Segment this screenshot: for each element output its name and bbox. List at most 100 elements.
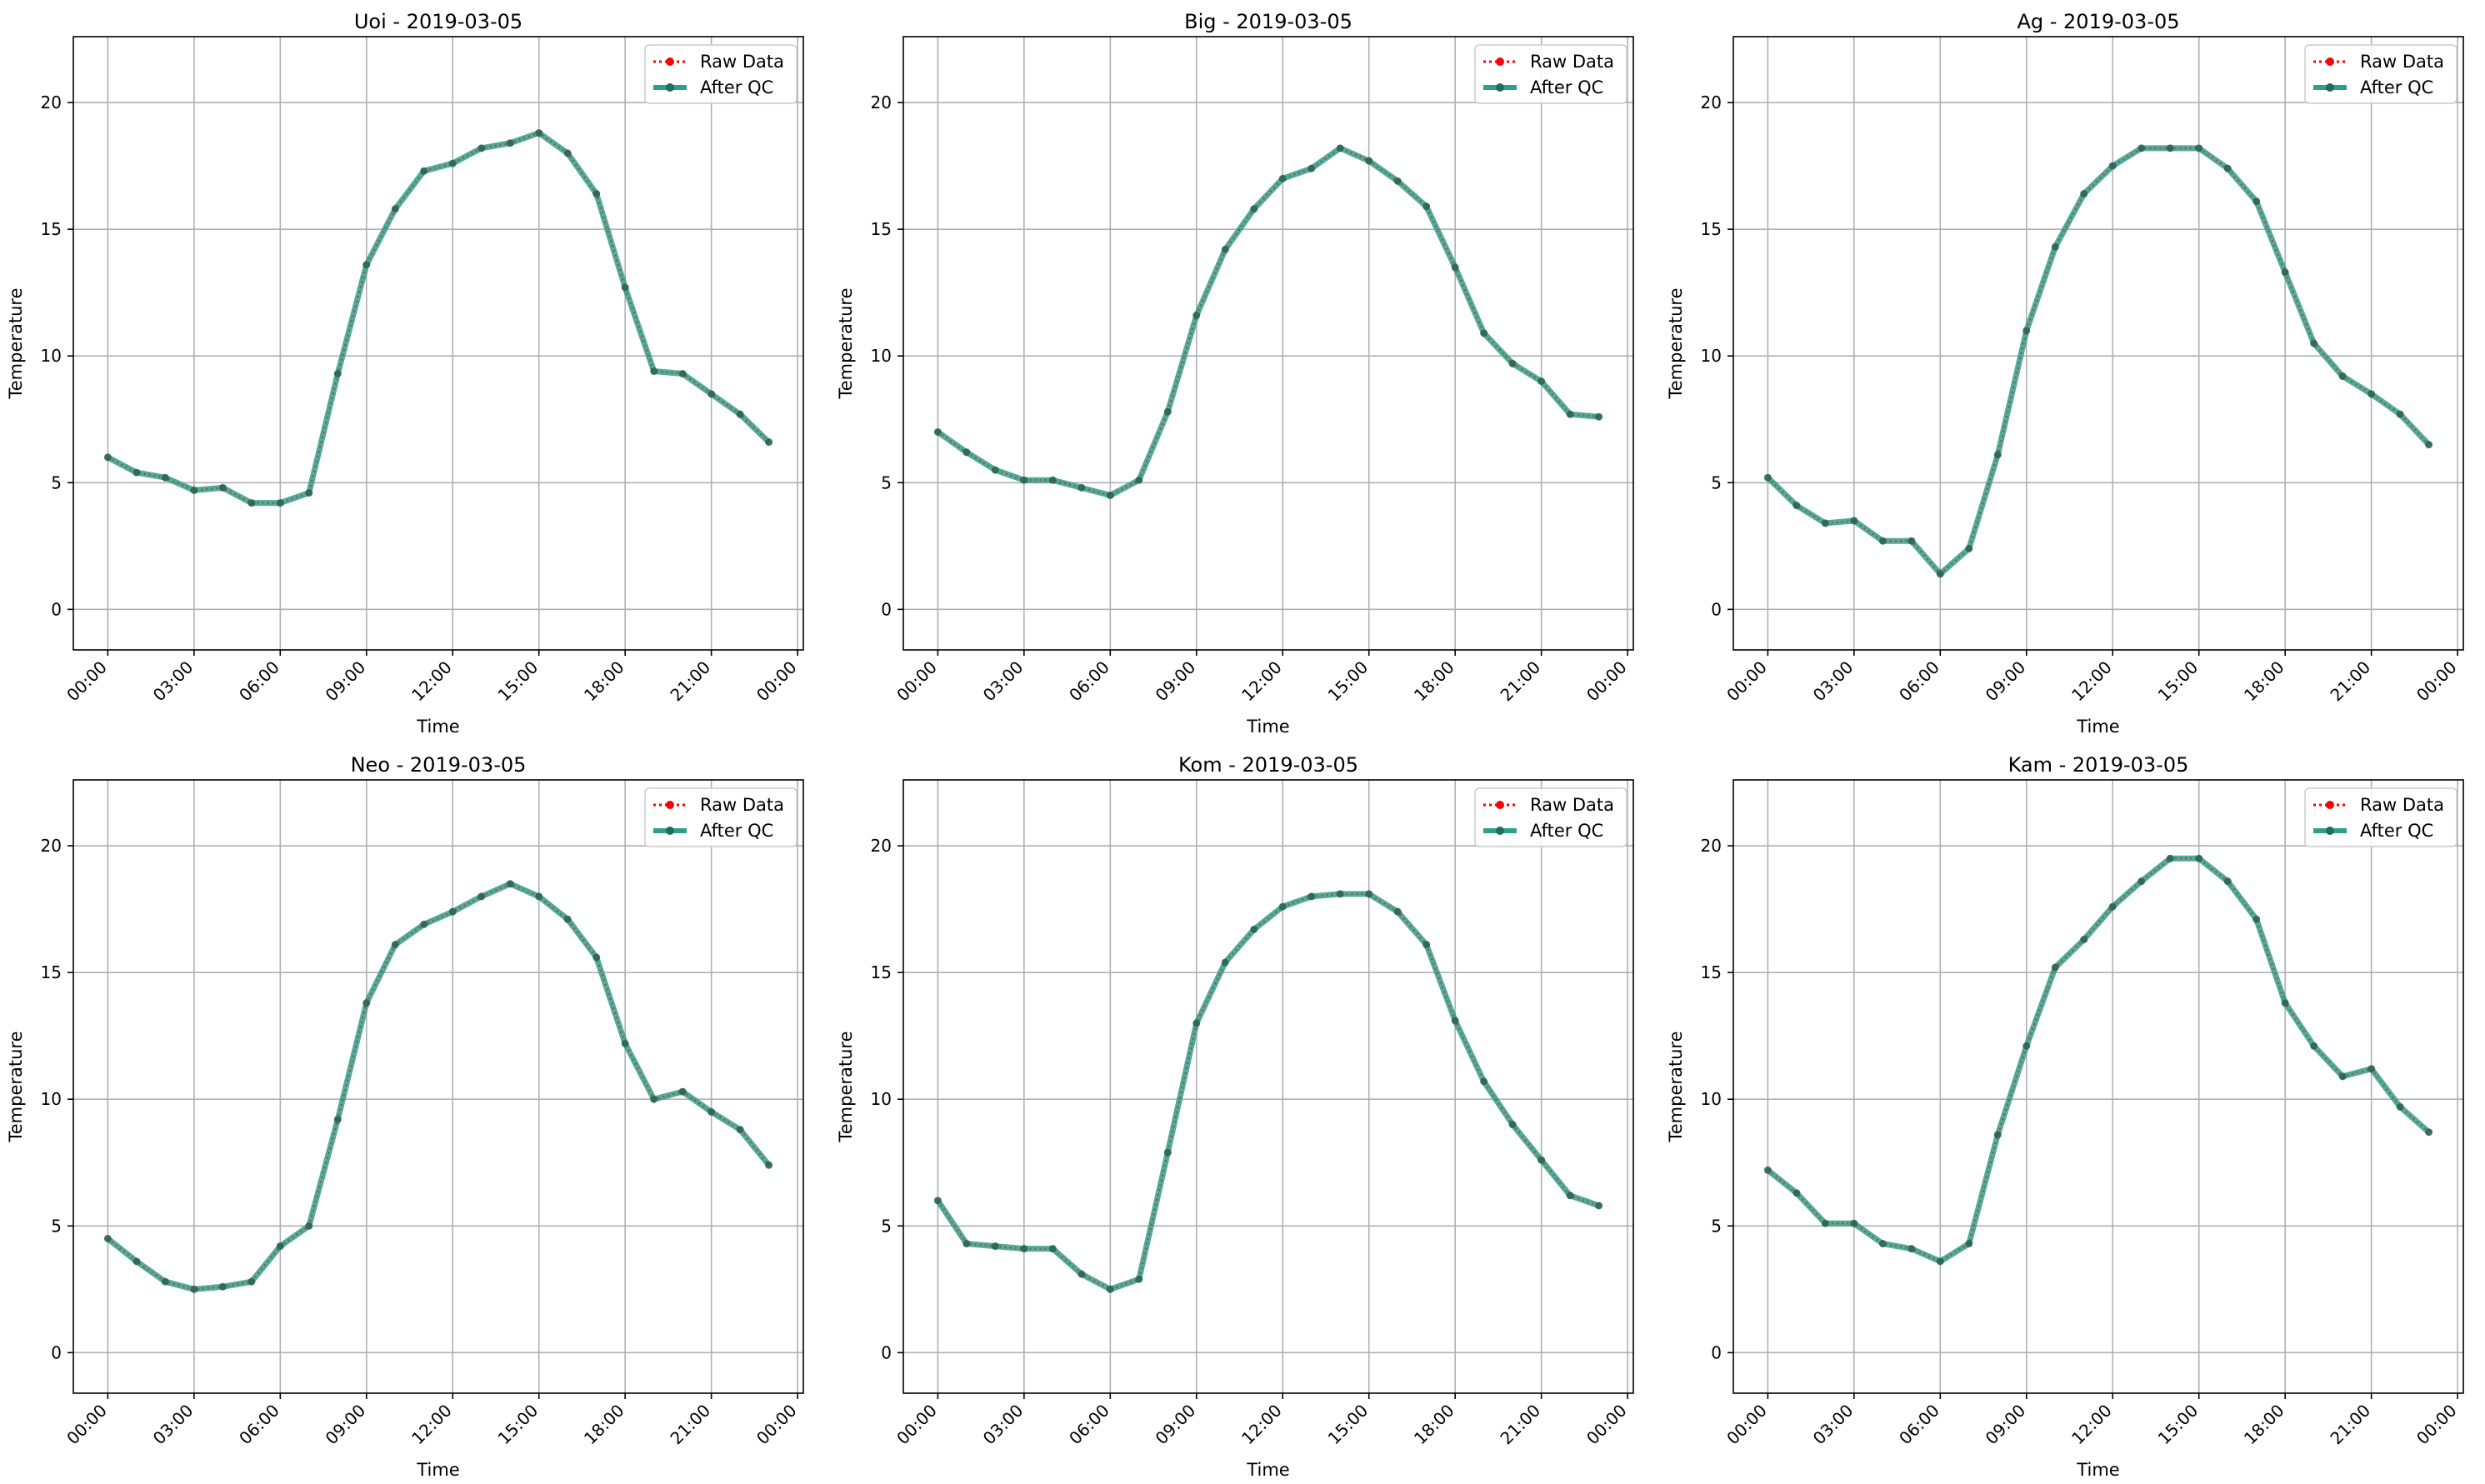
y-tick-label: 15 [41, 219, 62, 239]
x-axis-label: Time [1246, 717, 1289, 737]
axes-frame [902, 36, 1634, 651]
y-tick-label: 5 [51, 1216, 62, 1236]
after-qc-point [535, 892, 543, 901]
raw-data-line [1767, 147, 2430, 576]
y-tick-label: 15 [1701, 219, 1722, 239]
after-qc-point [2080, 936, 2088, 944]
x-tick-label: 06:00 [235, 657, 283, 706]
after-qc-point [1821, 1219, 1829, 1227]
legend-raw-label: Raw Data [700, 52, 784, 72]
x-tick-label: 15:00 [2154, 657, 2202, 706]
after-qc-point [2281, 999, 2289, 1007]
legend-raw-marker [666, 57, 674, 66]
x-tick-label: 03:00 [1809, 1401, 1858, 1449]
subplot-title: Kom - 2019-03-05 [1178, 753, 1358, 777]
after-qc-point [2022, 1042, 2031, 1050]
raw-data-line [937, 892, 1600, 1291]
y-tick-label: 15 [41, 962, 62, 982]
subplot-4: 00:00 03:00 06:00 09:00 12:00 15:00 18:00 21:00… [6, 753, 804, 1480]
after-qc-line [1765, 145, 2432, 577]
y-tick-label: 20 [41, 836, 62, 856]
after-qc-point [478, 144, 486, 152]
after-qc-point [1538, 1156, 1546, 1164]
after-qc-point [2310, 1042, 2318, 1050]
after-qc-point [1792, 1189, 1801, 1197]
after-qc-point [1878, 1240, 1887, 1248]
legend-qc-marker [1496, 827, 1504, 835]
x-tick-label: 06:00 [1895, 657, 1943, 706]
after-qc-point [2338, 1072, 2347, 1081]
subplot-title: Neo - 2019-03-05 [351, 753, 527, 777]
y-tick-label: 10 [1701, 346, 1722, 366]
subplot-title: Big - 2019-03-05 [1184, 10, 1352, 33]
legend-qc-marker [2326, 83, 2334, 92]
after-qc-point [2281, 268, 2289, 277]
after-qc-point [218, 1282, 227, 1291]
axes-frame [72, 36, 804, 651]
x-tick-label: 18:00 [1410, 657, 1458, 706]
x-tick-label: 12:00 [2068, 657, 2116, 706]
after-qc-point [2166, 854, 2174, 862]
raw-data-line [1767, 857, 2430, 1263]
after-qc-point [1135, 476, 1143, 484]
after-qc-point [1048, 1245, 1057, 1253]
subplot-title: Ag - 2019-03-05 [2017, 10, 2179, 33]
x-axis-label: Time [416, 1460, 459, 1480]
after-qc-point [1250, 205, 1258, 213]
after-qc-point [933, 427, 942, 436]
after-qc-point [448, 159, 457, 167]
x-tick-label: 03:00 [149, 657, 198, 706]
x-tick-label: 12:00 [408, 657, 456, 706]
after-qc-point [2338, 372, 2347, 381]
after-qc-point [765, 438, 773, 447]
after-qc-point [1993, 451, 2002, 459]
x-tick-label: 03:00 [149, 1401, 198, 1449]
after-qc-point [161, 473, 169, 482]
after-qc-point [1192, 312, 1201, 320]
legend-raw-label: Raw Data [2360, 52, 2444, 72]
after-qc-point [2310, 339, 2318, 347]
y-tick-label: 5 [1711, 472, 1722, 492]
after-qc-point [535, 129, 543, 137]
y-tick-label: 20 [41, 92, 62, 112]
subplot-1: 00:00 03:00 06:00 09:00 12:00 15:00 18:00 21:00… [6, 10, 804, 737]
after-qc-point [2223, 877, 2232, 886]
x-tick-label: 18:00 [2240, 657, 2288, 706]
x-tick-label: 15:00 [494, 1401, 542, 1449]
after-qc-point [1250, 925, 1258, 933]
x-tick-label: 00:00 [2412, 657, 2461, 706]
y-tick-label: 15 [1701, 962, 1722, 982]
after-qc-point [1163, 1148, 1172, 1157]
after-qc-point [1763, 1166, 1772, 1174]
x-tick-label: 00:00 [62, 1401, 111, 1449]
after-qc-point [678, 1087, 687, 1096]
after-qc-point [621, 283, 629, 292]
after-qc-point [1908, 537, 1916, 545]
y-tick-label: 10 [1701, 1089, 1722, 1109]
after-qc-point [276, 1242, 284, 1251]
x-tick-label: 12:00 [2068, 1401, 2116, 1449]
x-tick-label: 09:00 [322, 1401, 370, 1449]
legend-raw-marker [2326, 57, 2334, 66]
legend-raw-label: Raw Data [1530, 52, 1614, 72]
after-qc-point [1106, 491, 1114, 499]
y-tick-label: 0 [51, 599, 62, 619]
after-qc-point [190, 1285, 198, 1293]
x-tick-label: 09:00 [1982, 1401, 2030, 1449]
x-tick-label: 21:00 [666, 657, 714, 706]
y-tick-label: 5 [51, 472, 62, 492]
x-tick-label: 00:00 [752, 1401, 801, 1449]
x-tick-label: 00:00 [1722, 657, 1771, 706]
y-axis-label: Temperature [6, 287, 26, 399]
y-tick-label: 15 [871, 219, 892, 239]
after-qc-line [936, 145, 1599, 498]
x-tick-label: 06:00 [1895, 1401, 1943, 1449]
y-tick-label: 10 [41, 346, 62, 366]
legend-qc-label: After QC [1530, 77, 1603, 97]
after-qc-point [506, 880, 514, 888]
legend-qc-marker [1496, 83, 1504, 92]
legend-raw-label: Raw Data [2360, 795, 2444, 815]
after-qc-point [1048, 476, 1057, 484]
subplot-2: 00:00 03:00 06:00 09:00 12:00 15:00 18:00 21:00… [836, 10, 1634, 737]
after-qc-point [1020, 476, 1028, 484]
